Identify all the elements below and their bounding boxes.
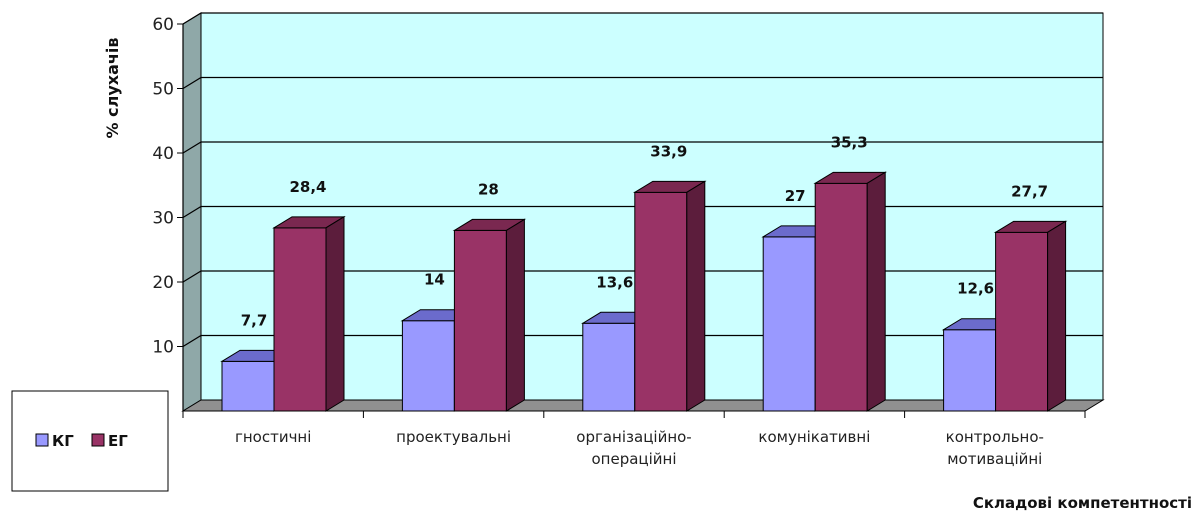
data-label-ЕГ-1: 28 bbox=[478, 180, 499, 198]
bar-side bbox=[505, 218, 525, 412]
y-tick-label-10: 10 bbox=[152, 338, 174, 358]
category-label-2-1: операційні bbox=[591, 450, 676, 468]
bar-front bbox=[401, 320, 455, 412]
data-label-КГ-2: 13,6 bbox=[596, 273, 633, 291]
bar-front bbox=[995, 231, 1049, 412]
bar-ЕГ-4 bbox=[993, 220, 1068, 412]
bar-front bbox=[634, 191, 688, 412]
legend: КГ ЕГ bbox=[11, 390, 169, 492]
bar-side bbox=[325, 215, 345, 412]
y-tick-label-20: 20 bbox=[152, 273, 174, 293]
bar-front bbox=[582, 322, 636, 412]
bar-front bbox=[453, 229, 507, 412]
x-axis-categories: гностичні проектувальні організаційно-опер… bbox=[235, 428, 1044, 468]
data-label-ЕГ-3: 35,3 bbox=[831, 133, 868, 151]
gridline-40 bbox=[182, 141, 1103, 154]
bar-side bbox=[866, 171, 886, 412]
bar-ЕГ-2 bbox=[633, 180, 707, 412]
gridline-60 bbox=[182, 12, 1103, 25]
bar-front bbox=[814, 182, 868, 412]
category-label-0-0: гностичні bbox=[235, 428, 311, 446]
category-label-4-1: мотиваційні bbox=[947, 450, 1042, 468]
bar-front bbox=[221, 360, 275, 412]
category-label-2-0: організаційно- bbox=[576, 428, 691, 446]
category-label-1-0: проектувальні bbox=[396, 428, 511, 446]
bar-front bbox=[273, 227, 327, 412]
y-tick-label-50: 50 bbox=[152, 80, 174, 100]
legend-box bbox=[11, 390, 169, 492]
bar-side bbox=[686, 180, 706, 412]
bar-ЕГ-3 bbox=[813, 171, 887, 412]
bar-ЕГ-1 bbox=[452, 218, 527, 412]
bar-КГ-4 bbox=[941, 317, 1016, 412]
category-label-4-0: контрольно- bbox=[946, 428, 1044, 446]
gridline-30 bbox=[182, 205, 1103, 219]
legend-swatch-kg bbox=[35, 433, 49, 447]
legend-label-eg: ЕГ bbox=[108, 432, 128, 450]
bar-front bbox=[943, 329, 997, 412]
legend-swatch-eg bbox=[91, 433, 105, 447]
y-tick-label-40: 40 bbox=[152, 144, 174, 164]
bars bbox=[220, 171, 1068, 412]
legend-label-kg: КГ bbox=[52, 432, 74, 450]
data-labels: 7,7 28,4 14 28 13,6 33,9 27 35,3 12,6 27,7 bbox=[241, 133, 1048, 329]
y-tick-label-30: 30 bbox=[152, 209, 174, 229]
bar-side bbox=[1047, 220, 1067, 412]
bar-ЕГ-0 bbox=[272, 215, 346, 412]
category-label-3-0: комунікативні bbox=[758, 428, 870, 446]
y-tick-label-60: 60 bbox=[152, 15, 174, 35]
data-label-КГ-3: 27 bbox=[785, 187, 806, 205]
data-label-КГ-0: 7,7 bbox=[241, 311, 268, 329]
data-label-ЕГ-4: 27,7 bbox=[1011, 182, 1048, 200]
data-label-КГ-4: 12,6 bbox=[957, 280, 994, 298]
y-axis-title: % слухачів bbox=[103, 38, 122, 139]
data-label-ЕГ-2: 33,9 bbox=[650, 142, 687, 160]
bar-front bbox=[762, 236, 816, 412]
gridline-50 bbox=[182, 76, 1103, 90]
data-label-ЕГ-0: 28,4 bbox=[289, 178, 326, 196]
data-label-КГ-1: 14 bbox=[424, 271, 445, 289]
x-axis-title: Складові компетентності bbox=[973, 494, 1192, 512]
